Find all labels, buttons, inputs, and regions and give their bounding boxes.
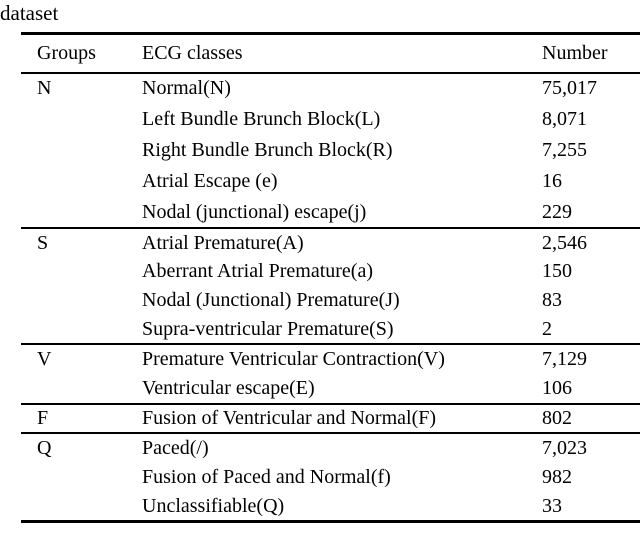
group-section-Q: Q Paced(/) 7,023 Fusion of Paced and Normal…: [21, 433, 640, 521]
table-row: V Premature Ventricular Contraction(V) 7,1…: [21, 344, 640, 374]
cell-group-label: V: [37, 348, 52, 371]
cell-number: 8,071: [542, 107, 587, 130]
table-header-row: Groups ECG classes Number: [21, 34, 640, 73]
table-row: Nodal (junctional) escape(j) 229: [21, 197, 640, 228]
cell-group-label: Q: [37, 437, 52, 460]
cell-ecg-class: Fusion of Ventricular and Normal(F): [142, 407, 437, 430]
cell-number: 802: [542, 407, 572, 430]
cell-ecg-class: Nodal (Junctional) Premature(J): [142, 289, 400, 312]
cell-number: 7,023: [542, 437, 587, 460]
col-header-groups: Groups: [37, 41, 96, 64]
cell-group-label: [21, 104, 142, 135]
cell-number: 33: [542, 494, 562, 517]
cell-ecg-class: Nodal (junctional) escape(j): [142, 200, 367, 223]
cell-number: 75,017: [542, 77, 597, 100]
cell-ecg-class: Supra-ventricular Premature(S): [142, 317, 394, 340]
cell-group-label: S: [37, 231, 49, 254]
group-section-F: F Fusion of Ventricular and Normal(F) 802: [21, 404, 640, 434]
cell-group-label: [21, 374, 142, 404]
group-section-N: N Normal(N) 75,017 Left Bundle Brunch Block…: [21, 73, 640, 229]
cell-group-label: [21, 286, 142, 315]
table-row: Right Bundle Brunch Block(R) 7,255: [21, 135, 640, 166]
cell-number: 83: [542, 289, 562, 312]
cell-number: 150: [542, 260, 572, 283]
cell-ecg-class: Paced(/): [142, 437, 209, 460]
ecg-dataset-table: Groups ECG classes Number N Normal(N) 75,0…: [21, 32, 640, 523]
table-header: Groups ECG classes Number: [21, 34, 640, 73]
cell-group-label: [21, 257, 142, 286]
table-row: Q Paced(/) 7,023: [21, 433, 640, 462]
table-row: F Fusion of Ventricular and Normal(F) 802: [21, 404, 640, 433]
table-row: Ventricular escape(E) 106: [21, 374, 640, 404]
cell-ecg-class: Unclassifiable(Q): [142, 494, 285, 517]
table-row: Supra-ventricular Premature(S) 2: [21, 315, 640, 344]
table-row: Atrial Escape (e) 16: [21, 166, 640, 197]
cell-group-label: [21, 135, 142, 166]
table-row: Left Bundle Brunch Block(L) 8,071: [21, 104, 640, 135]
cell-number: 982: [542, 465, 572, 488]
cell-ecg-class: Atrial Premature(A): [142, 231, 304, 254]
cell-ecg-class: Aberrant Atrial Premature(a): [142, 260, 374, 283]
cell-group-label: N: [37, 77, 52, 100]
group-section-S: S Atrial Premature(A) 2,546 Aberrant Atrial…: [21, 228, 640, 345]
table-row: Nodal (Junctional) Premature(J) 83: [21, 286, 640, 315]
cell-number: 106: [542, 377, 572, 400]
cell-number: 2: [542, 317, 552, 340]
table-row: Fusion of Paced and Normal(f) 982: [21, 463, 640, 492]
cell-group-label: F: [37, 407, 49, 430]
cell-group-label: [21, 197, 142, 228]
group-section-V: V Premature Ventricular Contraction(V) 7,1…: [21, 344, 640, 405]
col-header-number: Number: [542, 41, 608, 64]
col-header-ecg-classes: ECG classes: [142, 41, 243, 64]
cell-number: 229: [542, 200, 572, 223]
table-row: Unclassifiable(Q) 33: [21, 492, 640, 521]
table-row: S Atrial Premature(A) 2,546: [21, 228, 640, 257]
cell-group-label: [21, 315, 142, 344]
cell-group-label: [21, 492, 142, 521]
cell-number: 7,255: [542, 138, 587, 161]
cell-ecg-class: Fusion of Paced and Normal(f): [142, 465, 391, 488]
table-row: Aberrant Atrial Premature(a) 150: [21, 257, 640, 286]
cell-ecg-class: Left Bundle Brunch Block(L): [142, 107, 381, 130]
cell-number: 7,129: [542, 348, 587, 371]
cell-ecg-class: Ventricular escape(E): [142, 377, 315, 400]
cell-ecg-class: Normal(N): [142, 77, 231, 100]
cell-group-label: [21, 463, 142, 492]
table-row: N Normal(N) 75,017: [21, 73, 640, 104]
cell-number: 2,546: [542, 231, 587, 254]
table-caption-fragment: dataset: [0, 1, 59, 25]
cell-group-label: [21, 166, 142, 197]
cell-ecg-class: Right Bundle Brunch Block(R): [142, 138, 393, 161]
cell-ecg-class: Premature Ventricular Contraction(V): [142, 348, 445, 371]
cell-ecg-class: Atrial Escape (e): [142, 170, 278, 193]
cell-number: 16: [542, 170, 562, 193]
